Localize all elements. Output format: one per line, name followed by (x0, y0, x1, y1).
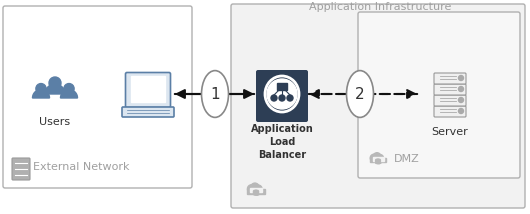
Text: Application Infrastructure: Application Infrastructure (309, 2, 451, 12)
Bar (370, 158, 386, 162)
FancyBboxPatch shape (253, 190, 259, 195)
FancyBboxPatch shape (376, 159, 381, 163)
FancyBboxPatch shape (434, 95, 466, 106)
Circle shape (271, 95, 277, 101)
Circle shape (373, 153, 381, 160)
Circle shape (287, 95, 293, 101)
FancyBboxPatch shape (3, 6, 192, 188)
Circle shape (374, 155, 383, 164)
Circle shape (36, 83, 46, 94)
Text: 2: 2 (355, 86, 365, 101)
Circle shape (458, 76, 464, 80)
Circle shape (267, 79, 297, 109)
Ellipse shape (201, 71, 228, 117)
FancyBboxPatch shape (434, 73, 466, 84)
Circle shape (254, 185, 262, 193)
Circle shape (64, 83, 74, 94)
Polygon shape (45, 84, 65, 94)
FancyBboxPatch shape (231, 4, 525, 208)
Polygon shape (60, 89, 77, 98)
FancyBboxPatch shape (434, 84, 466, 95)
FancyBboxPatch shape (122, 107, 174, 117)
Circle shape (49, 77, 61, 89)
FancyBboxPatch shape (12, 158, 30, 180)
FancyBboxPatch shape (434, 106, 466, 117)
FancyBboxPatch shape (126, 73, 171, 107)
Ellipse shape (347, 71, 374, 117)
Bar (248, 189, 264, 193)
FancyBboxPatch shape (256, 70, 308, 122)
Text: DMZ: DMZ (394, 154, 420, 164)
Bar (277, 83, 287, 90)
Circle shape (252, 186, 261, 195)
Text: 1: 1 (210, 86, 220, 101)
Circle shape (376, 155, 384, 162)
Bar (373, 157, 384, 161)
Circle shape (248, 185, 256, 193)
FancyBboxPatch shape (358, 12, 520, 178)
Circle shape (458, 86, 464, 92)
Bar (250, 188, 262, 192)
Circle shape (370, 154, 378, 162)
Circle shape (458, 108, 464, 113)
Text: Server: Server (431, 127, 469, 137)
Text: Users: Users (39, 117, 70, 127)
Text: External Network: External Network (33, 162, 129, 172)
Text: Application
Load
Balancer: Application Load Balancer (251, 124, 313, 160)
Bar (131, 76, 165, 102)
Circle shape (279, 95, 285, 101)
Circle shape (458, 98, 464, 103)
Ellipse shape (265, 76, 299, 112)
Circle shape (251, 183, 259, 192)
Polygon shape (32, 89, 49, 98)
